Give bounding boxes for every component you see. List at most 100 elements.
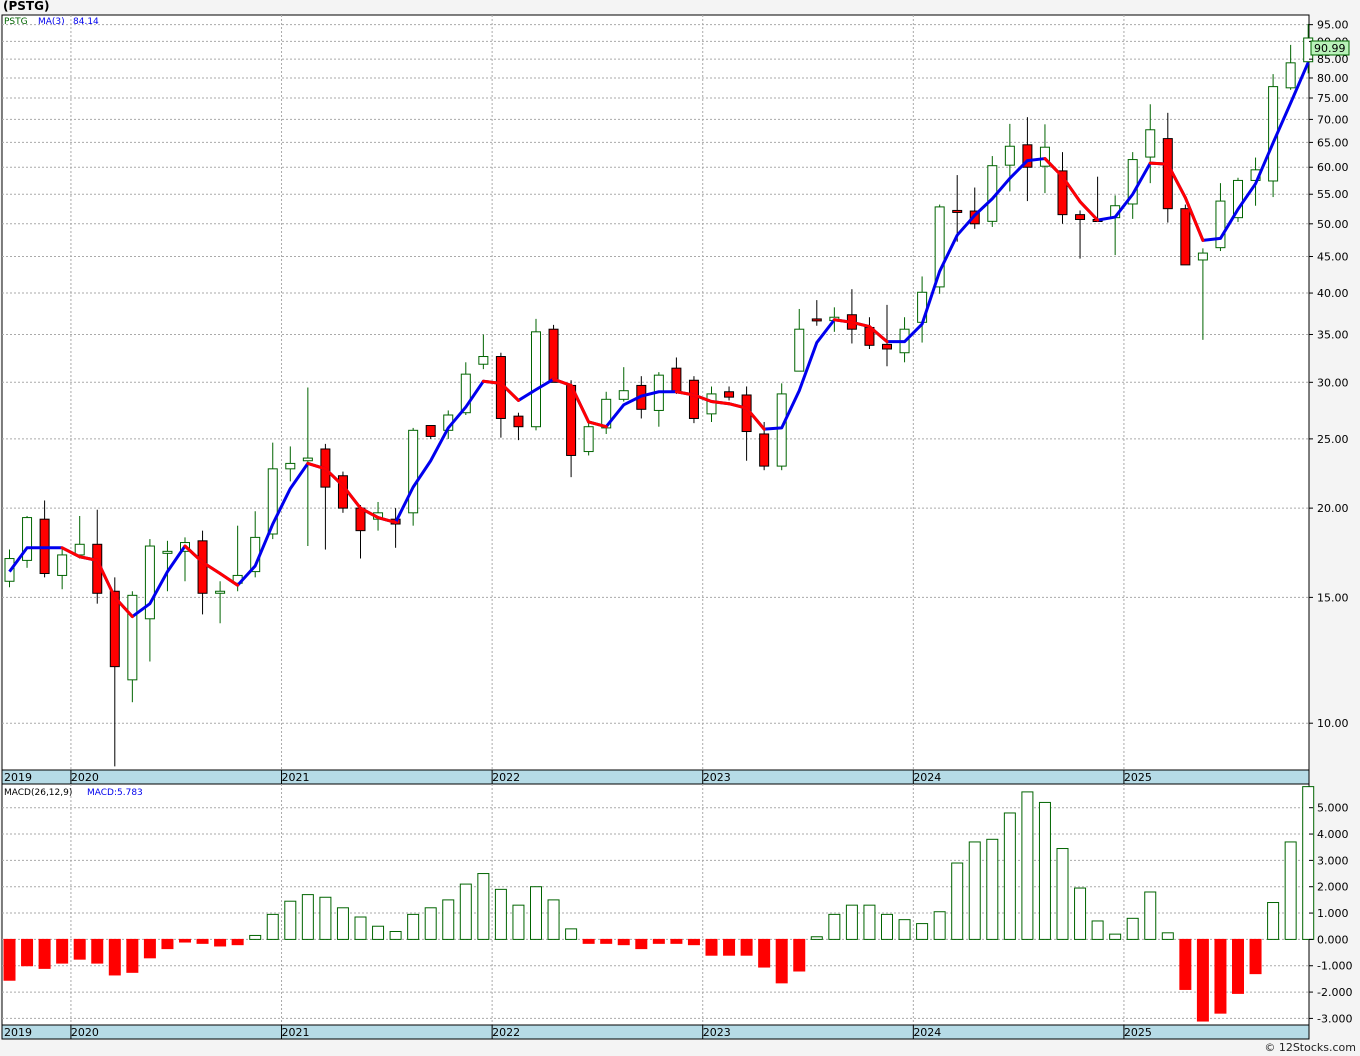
candle-body [724,391,735,398]
price-tick-label: 25.00 [1317,433,1349,446]
macd-legend-value: MACD:5.783 [87,788,143,798]
candle-body [1004,145,1015,166]
price-tick-label: 70.00 [1317,113,1349,126]
price-tick-label: 35.00 [1317,328,1349,341]
macd-bar [740,938,753,956]
ma3-segment-falling [569,383,591,424]
macd-bar [231,938,244,946]
macd-bar [1267,902,1280,940]
macd-bar [301,894,314,940]
candle-body [1233,179,1243,219]
legend-symbol: PSTG [4,17,28,27]
price-tick-label: 55.00 [1317,188,1349,201]
candle-body [882,343,892,350]
chart-title: (PSTG) [3,0,50,13]
macd-bar [21,938,34,967]
macd-bar [968,841,981,940]
macd-bar [652,938,665,944]
year-label: 2024 [913,771,941,784]
macd-tick-label: 2.000 [1317,881,1349,894]
price-tick-label: 45.00 [1317,251,1349,264]
credit-label: © 12Stocks.com [1264,1041,1356,1054]
ma3-segment-falling [1078,200,1100,222]
ma3-line-falling [60,157,1205,619]
candle-body [548,328,559,383]
macd-bar [354,916,367,940]
ma3-segment-falling [376,516,398,524]
macd-tick-label: -1.000 [1317,960,1352,973]
ma3-segment-falling [1183,196,1205,242]
ma3-segment-falling [1166,162,1187,200]
macd-bar [459,883,472,940]
macd-bar [617,938,630,946]
ma3-segment-falling [113,595,134,619]
macd-bar [1284,841,1297,940]
macd-year-band [1,1024,1310,1040]
macd-bar [38,938,51,969]
candle-body [425,425,436,437]
macd-bar [547,899,560,940]
candle-body [408,429,419,514]
candle-body [952,209,963,213]
macd-bar [881,913,893,940]
macd-bar [336,907,349,940]
macd-bar [986,838,999,940]
ma3-segment-falling [323,467,345,488]
candle-body [776,393,787,467]
macd-bar [582,938,595,944]
macd-bars [3,786,1315,1022]
ma3-segment-falling [481,379,503,385]
candle-body [57,554,68,576]
ma3-segment-falling [60,546,82,559]
ma3-segment-falling [359,506,380,520]
candle-body [1285,62,1296,89]
candle-body [144,545,155,620]
ma3-segment-falling [850,320,871,329]
price-grid [2,15,1309,770]
macd-tick-label: 3.000 [1317,854,1349,867]
candle-body [197,540,208,594]
ma3-segment-falling [218,572,240,587]
macd-bar [389,930,402,940]
macd-bar [600,938,613,944]
price-tick-label: 85.00 [1317,53,1349,66]
macd-tick-label: 4.000 [1317,828,1349,841]
ma3-segment-falling [499,381,520,402]
price-tick-label: 20.00 [1317,502,1349,515]
candle-body [1075,214,1086,220]
ma3-segment-falling [1043,157,1064,179]
price-legend: PSTG MA(3) 84.14 [4,17,99,27]
macd-bar [1302,786,1315,940]
macd-bar [863,904,876,940]
candle-body [706,393,717,415]
year-label: 2020 [71,771,99,784]
macd-bar [635,938,648,950]
legend-ma-label: MA(3) [38,17,65,27]
macd-bar [477,873,490,940]
ma3-segment-falling [552,377,573,387]
ma3-segment-falling [201,560,222,576]
year-label: 2021 [282,771,310,784]
macd-bar [723,938,736,956]
candle-body [794,328,805,372]
ma3-segment-falling [674,390,696,397]
year-label: 2021 [282,1026,310,1039]
price-tick-label: 15.00 [1317,591,1349,604]
ma3-segment-falling [183,544,205,564]
macd-bar [1074,887,1087,940]
macd-bar [758,938,771,968]
macd-bar [407,913,420,940]
price-year-band [1,769,1310,785]
macd-bar [705,938,718,956]
candle-body [22,517,33,561]
macd-bar [161,938,174,950]
candle-body [1180,208,1191,266]
ma3-segment-falling [692,393,713,404]
candle-body [934,206,945,288]
candle-body [688,379,699,419]
candle-body [583,426,594,453]
ma3-segment-falling [832,318,854,324]
last-price-badge [1310,40,1350,56]
macd-year-labels: 2019 2020 2021 2022 2023 2024 2025 [4,1025,1152,1039]
candle-body [285,462,296,470]
